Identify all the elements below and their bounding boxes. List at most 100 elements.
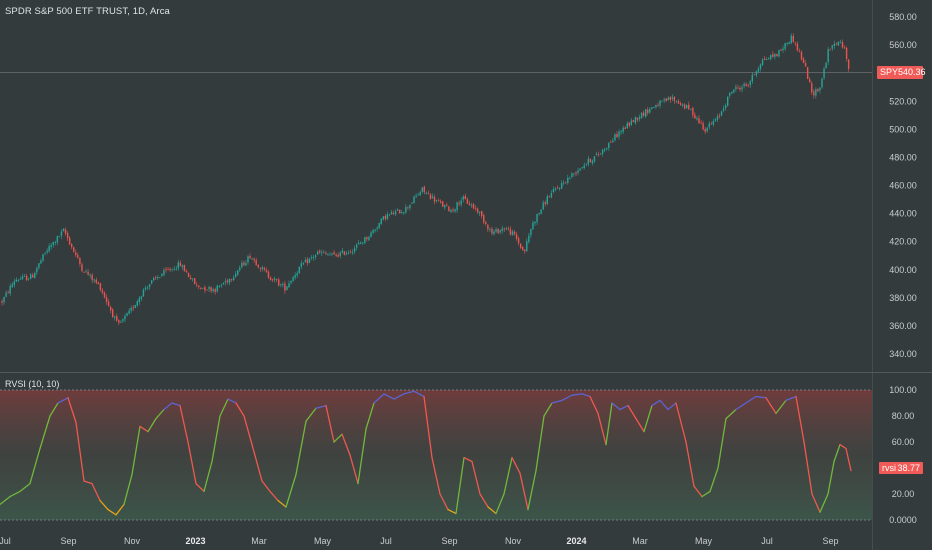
candle [429, 193, 432, 200]
candle [179, 260, 182, 267]
rvsi-segment [155, 408, 165, 420]
candle [40, 258, 42, 265]
candle [743, 81, 745, 89]
candle [708, 121, 710, 130]
candle [431, 193, 434, 199]
candle [15, 277, 18, 283]
candle [640, 112, 643, 119]
candle [524, 249, 526, 254]
rvsi-segment [413, 390, 425, 398]
candle [651, 107, 653, 110]
candle [768, 57, 770, 60]
candle [712, 118, 715, 127]
candle [669, 96, 671, 103]
rvsi-segment [243, 415, 253, 446]
candle [249, 253, 251, 259]
candle [11, 282, 13, 289]
candle [120, 320, 122, 323]
candle [433, 194, 436, 205]
candle [792, 33, 794, 43]
rvsi-last-value: 38.77 [897, 463, 920, 473]
rvsi-segment [365, 402, 375, 430]
candle [206, 289, 208, 291]
candle [292, 275, 294, 283]
candle [780, 49, 782, 51]
candle [784, 42, 786, 52]
candle [612, 137, 614, 143]
candle [733, 88, 735, 94]
candle [153, 276, 155, 282]
candle [253, 257, 255, 263]
candle [843, 45, 846, 49]
time-tick-label: Sep [822, 536, 838, 546]
candle [454, 208, 456, 213]
candle [597, 151, 600, 157]
rvsi-segment [605, 402, 613, 446]
candle [833, 40, 835, 49]
candle [786, 42, 788, 46]
rvsi-segment [543, 402, 553, 417]
candle [616, 131, 618, 138]
time-tick-label: Jul [761, 536, 773, 546]
candle [560, 180, 563, 189]
rvsi-segment [775, 399, 787, 415]
rvsi-segment [9, 490, 21, 498]
rvsi-segment [261, 480, 271, 493]
candle [64, 227, 67, 236]
rvsi-segment [285, 473, 297, 508]
rvsi-segment [717, 417, 727, 469]
candle [384, 214, 387, 222]
candle [647, 106, 649, 116]
rvsi-segment [651, 399, 661, 407]
candle [585, 163, 587, 167]
candle [75, 249, 77, 258]
candle [390, 209, 393, 215]
price-tick-label: 380.00 [889, 293, 917, 303]
candle [89, 273, 91, 279]
rvsi-segment [803, 441, 813, 495]
rvsi-series [0, 390, 852, 516]
candle [727, 96, 729, 107]
candle [765, 57, 768, 61]
candle [446, 202, 448, 207]
candle [118, 319, 120, 326]
rvsi-segment [403, 390, 415, 395]
candle [66, 231, 69, 241]
candle [112, 308, 114, 319]
candle [569, 176, 571, 180]
time-tick-label: May [695, 536, 713, 546]
candle [331, 252, 333, 257]
symbol-label: SPY [880, 67, 899, 77]
candle [19, 276, 22, 280]
candle [634, 116, 637, 125]
candle [657, 102, 659, 107]
candle [263, 266, 266, 272]
candle [114, 315, 116, 321]
candle [536, 213, 538, 225]
rvsi-segment [503, 456, 513, 495]
rvsi-segment [57, 397, 69, 404]
candle [308, 257, 311, 264]
candle [294, 272, 296, 280]
candle [87, 269, 89, 276]
rvsi-segment [235, 402, 245, 417]
candle [355, 243, 358, 251]
candle [759, 63, 762, 72]
candle [821, 77, 823, 89]
candle [300, 260, 302, 270]
candle [440, 199, 442, 204]
candle [38, 263, 40, 270]
rvsi-segment [745, 395, 757, 404]
candle [175, 265, 177, 271]
candle [472, 202, 475, 210]
rvsi-segment [39, 415, 51, 450]
candle [232, 275, 235, 282]
candle [573, 172, 575, 177]
rvsi-segment [827, 460, 835, 495]
candle [1, 299, 3, 306]
candle [757, 66, 760, 74]
candle [778, 49, 780, 58]
candle [827, 47, 829, 65]
candle [298, 266, 300, 274]
